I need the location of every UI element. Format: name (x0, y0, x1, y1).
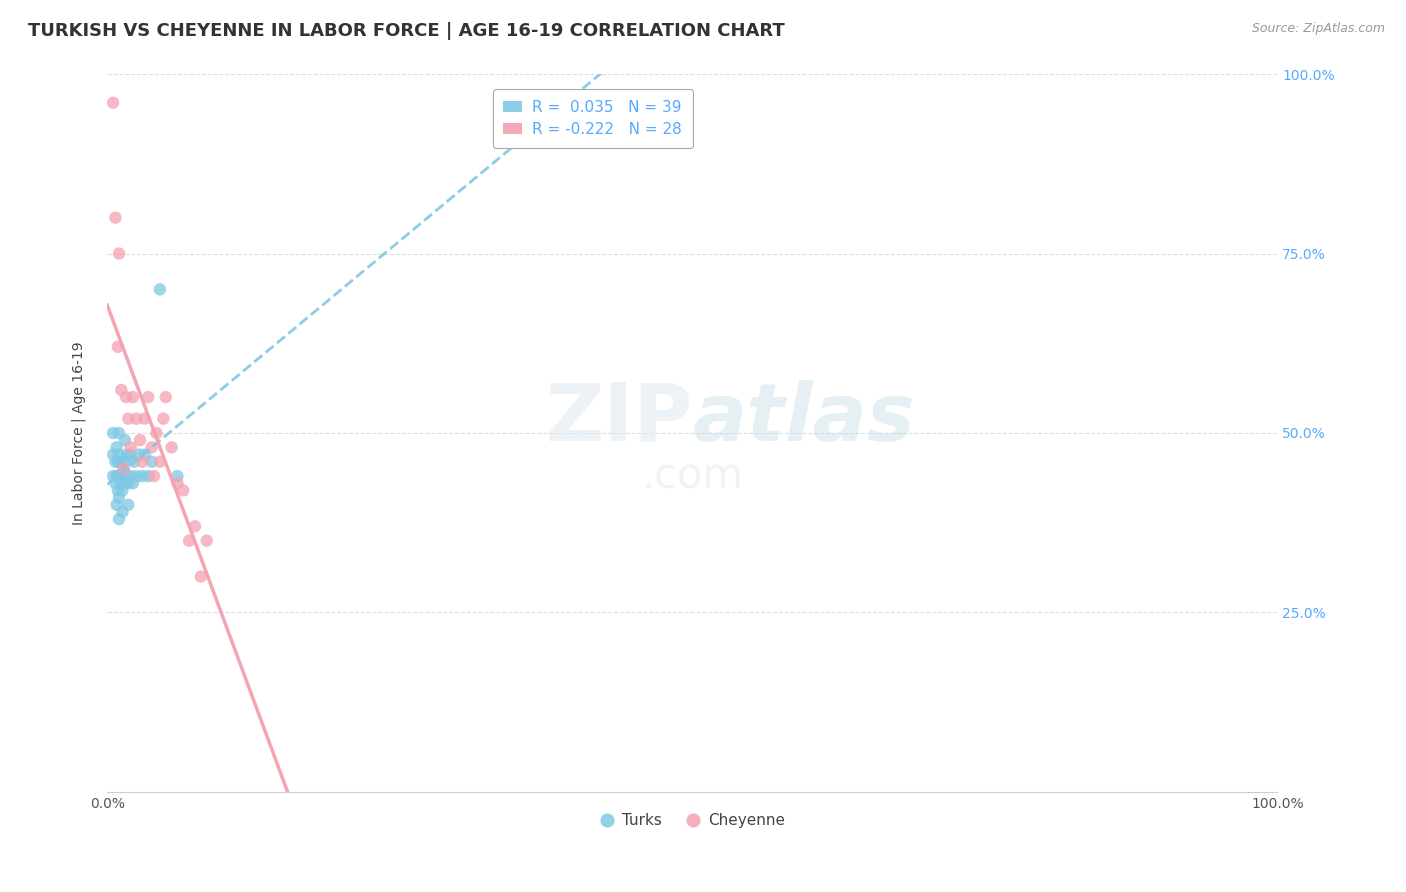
Point (112, 462, 135, 476)
Point (141, 441, 163, 455)
Point (141, 455, 163, 469)
Point (104, 476, 127, 491)
Point (108, 469, 131, 483)
Text: .com: .com (641, 455, 744, 497)
Point (108, 246, 131, 260)
Point (108, 448, 131, 462)
Point (179, 533, 201, 548)
Point (104, 211, 127, 225)
Point (101, 469, 124, 483)
Point (101, 95, 124, 110)
Point (134, 411, 156, 425)
Point (108, 512, 131, 526)
Point (125, 469, 148, 483)
Point (108, 491, 131, 505)
Point (122, 455, 145, 469)
Point (114, 433, 136, 447)
Point (120, 469, 142, 483)
Point (195, 533, 218, 548)
Point (107, 483, 129, 498)
Point (149, 455, 172, 469)
Text: Source: ZipAtlas.com: Source: ZipAtlas.com (1251, 22, 1385, 36)
Point (128, 448, 150, 462)
Legend: Turks, Cheyenne: Turks, Cheyenne (593, 807, 792, 835)
Point (117, 411, 139, 425)
Point (190, 569, 212, 583)
Point (131, 469, 153, 483)
Point (114, 476, 136, 491)
Point (115, 469, 138, 483)
Point (104, 455, 127, 469)
Point (120, 448, 142, 462)
Point (105, 469, 128, 483)
Point (105, 441, 128, 455)
Point (115, 448, 138, 462)
Point (136, 469, 159, 483)
Text: atlas: atlas (692, 380, 915, 458)
Point (145, 425, 167, 440)
Point (120, 441, 142, 455)
Point (111, 505, 134, 519)
Point (155, 390, 177, 404)
Point (115, 390, 138, 404)
Point (117, 476, 139, 491)
Point (111, 483, 134, 498)
Point (131, 455, 153, 469)
Point (107, 455, 129, 469)
Point (117, 498, 139, 512)
Text: TURKISH VS CHEYENNE IN LABOR FORCE | AGE 16-19 CORRELATION CHART: TURKISH VS CHEYENNE IN LABOR FORCE | AGE… (28, 22, 785, 40)
Point (160, 441, 183, 455)
Point (149, 282, 172, 296)
Point (129, 433, 152, 447)
Point (166, 476, 188, 491)
Point (122, 476, 145, 491)
Point (112, 462, 135, 476)
Point (110, 476, 132, 491)
Point (122, 390, 145, 404)
Point (101, 448, 124, 462)
Point (110, 455, 132, 469)
Point (108, 425, 131, 440)
Point (107, 340, 129, 354)
Y-axis label: In Labor Force | Age 16-19: In Labor Force | Age 16-19 (72, 341, 86, 524)
Point (101, 425, 124, 440)
Point (125, 411, 148, 425)
Point (136, 390, 159, 404)
Point (134, 448, 156, 462)
Point (166, 469, 188, 483)
Point (172, 483, 194, 498)
Point (143, 469, 166, 483)
Point (184, 519, 207, 533)
Point (110, 383, 132, 397)
Point (105, 498, 128, 512)
Point (152, 411, 174, 425)
Point (114, 455, 136, 469)
Text: ZIP: ZIP (546, 380, 692, 458)
